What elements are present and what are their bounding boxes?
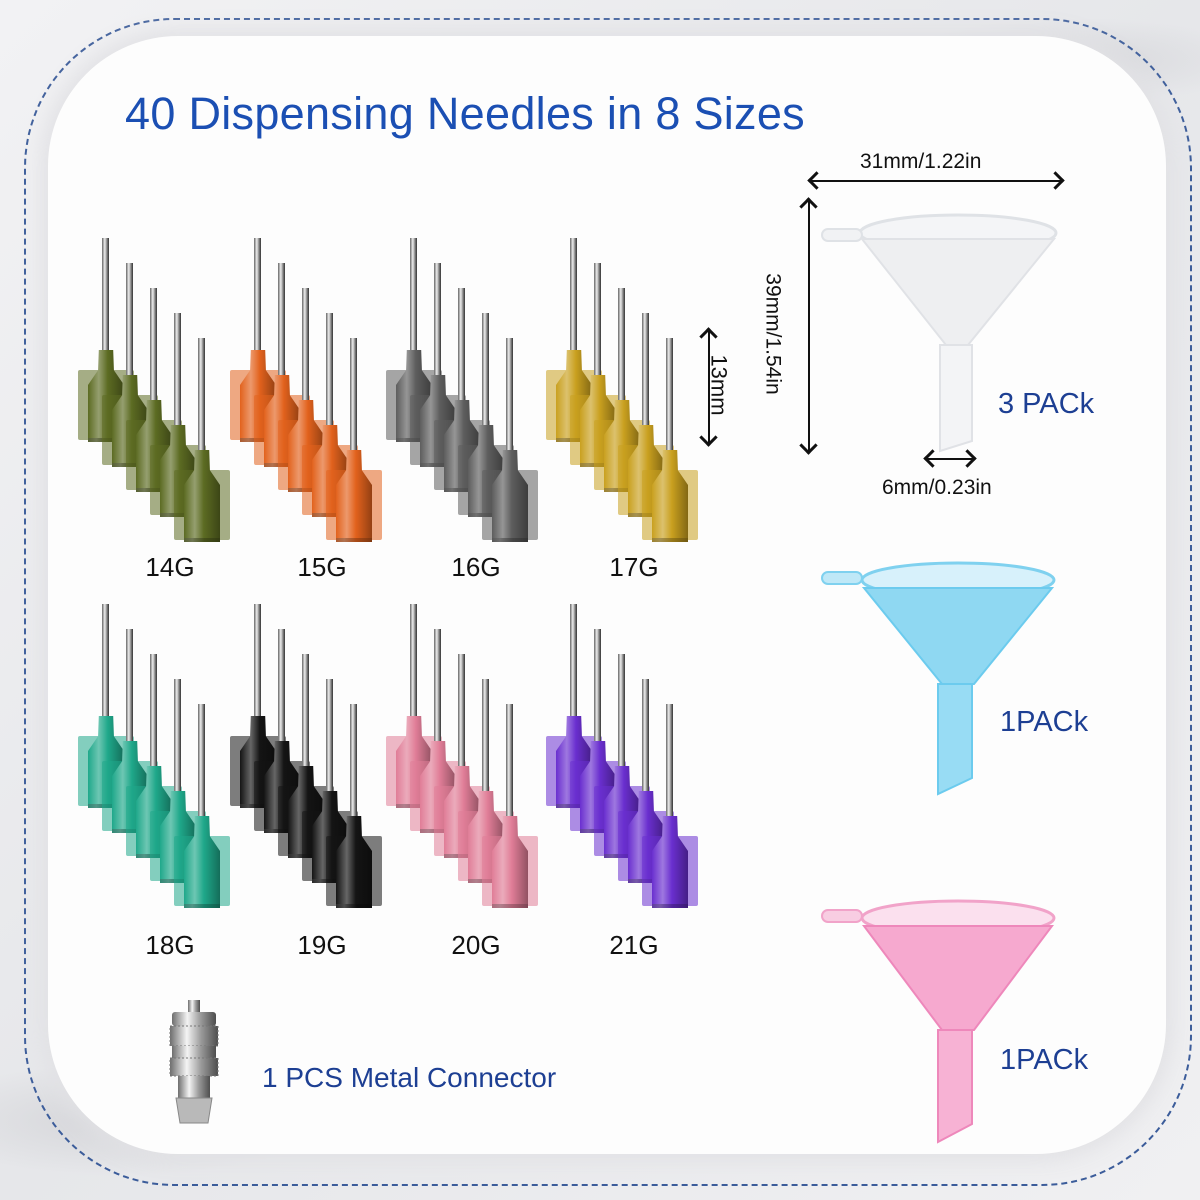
pack-label-clear: 3 PACk [998,388,1095,420]
gauge-label-21g: 21G [609,930,659,960]
funnel-blue [821,561,1056,796]
page-title: 40 Dispensing Needles in 8 Sizes [125,88,805,139]
needle-set-18g [78,604,238,924]
funnel-width-arrow [810,180,1062,182]
pack-label-pink: 1PACk [1000,1044,1089,1076]
funnel-clear [821,213,1058,453]
needle-set-21g [546,604,706,924]
needle-set-16g [386,238,546,558]
funnel-spout-label: 6mm/0.23in [882,476,992,499]
needle-set-15g [230,238,390,558]
gauge-label-19g: 19G [297,930,347,960]
metal-connector-icon [169,1000,219,1124]
needle-set-14g [78,238,238,558]
funnel-spout-arrow [926,458,974,460]
needle-length-arrow [708,330,710,444]
connector-label: 1 PCS Metal Connector [262,1062,557,1093]
gauge-label-17g: 17G [609,552,659,582]
gauge-label-16g: 16G [451,552,501,582]
funnel-height-arrow [808,200,810,452]
funnel-width-label: 31mm/1.22in [860,150,982,173]
dashed-frame [24,18,1192,1186]
gauge-label-20g: 20G [451,930,501,960]
funnel-height-label: 39mm/1.54in [761,273,785,395]
gauge-label-14g: 14G [145,552,195,582]
needle-length-label: 13mm [706,354,732,416]
gauge-label-18g: 18G [145,930,195,960]
needle-set-20g [386,604,546,924]
pack-label-blue: 1PACk [1000,706,1089,738]
funnel-pink [821,899,1056,1144]
gauge-label-15g: 15G [297,552,347,582]
needle-set-17g [546,238,706,558]
needle-set-19g [230,604,390,924]
